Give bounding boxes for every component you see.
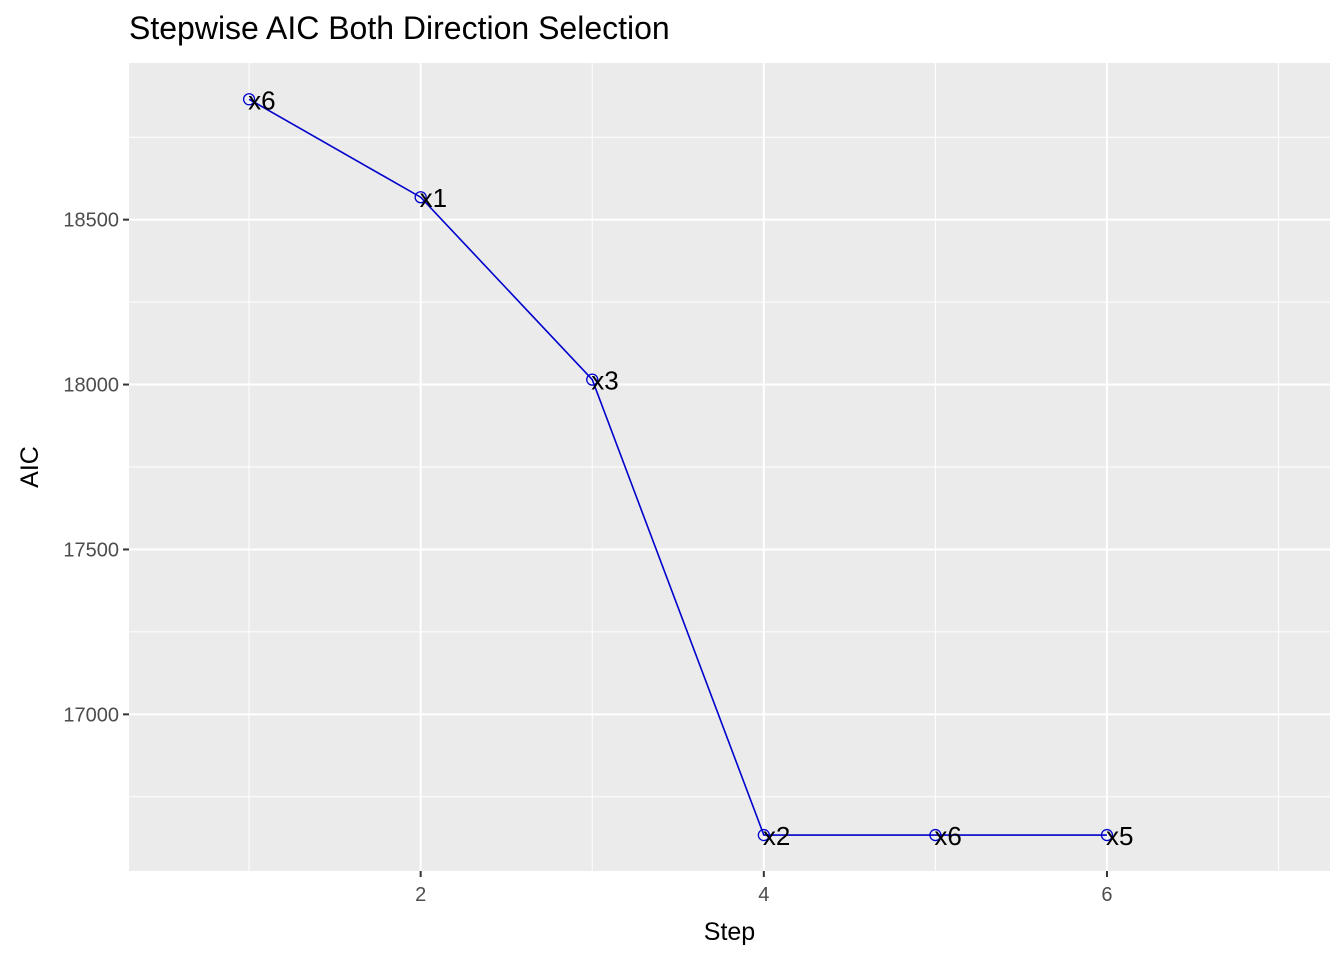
y-axis-title: AIC bbox=[16, 446, 44, 488]
data-point-labels: x6 x1 x3 x2 x6 x5 bbox=[248, 85, 1133, 851]
data-point-label: x5 bbox=[1106, 821, 1133, 851]
y-tick-label: 17000 bbox=[63, 704, 119, 726]
data-point bbox=[757, 828, 770, 842]
y-tick-label: 18500 bbox=[63, 210, 119, 232]
data-point-label: x6 bbox=[248, 85, 275, 115]
data-point-label: x6 bbox=[934, 821, 961, 851]
data-point bbox=[929, 828, 942, 842]
data-point-label: x1 bbox=[420, 183, 447, 213]
y-tick-label: 18000 bbox=[63, 375, 119, 397]
data-point-label: x3 bbox=[591, 366, 618, 396]
x-tick-label: 6 bbox=[1101, 884, 1112, 906]
data-point-label: x2 bbox=[763, 821, 790, 851]
x-tick-label: 2 bbox=[415, 884, 426, 906]
y-tick-label: 17500 bbox=[63, 539, 119, 561]
major-gridlines bbox=[129, 63, 1330, 871]
aic-series-line bbox=[248, 98, 1107, 836]
x-tick-label: 4 bbox=[758, 884, 769, 906]
axis-ticks bbox=[123, 218, 1108, 877]
data-point bbox=[414, 191, 427, 204]
x-axis-tick-labels: 2 4 6 bbox=[415, 884, 1112, 906]
data-point bbox=[242, 93, 256, 106]
y-axis-tick-labels: 17000 17500 18000 18500 bbox=[63, 210, 119, 727]
data-points bbox=[242, 93, 1114, 842]
data-point bbox=[1100, 828, 1114, 842]
x-axis-title: Step bbox=[704, 918, 755, 946]
data-point bbox=[586, 373, 599, 386]
chart-title: Stepwise AIC Both Direction Selection bbox=[129, 10, 670, 46]
minor-gridlines bbox=[129, 63, 1330, 871]
